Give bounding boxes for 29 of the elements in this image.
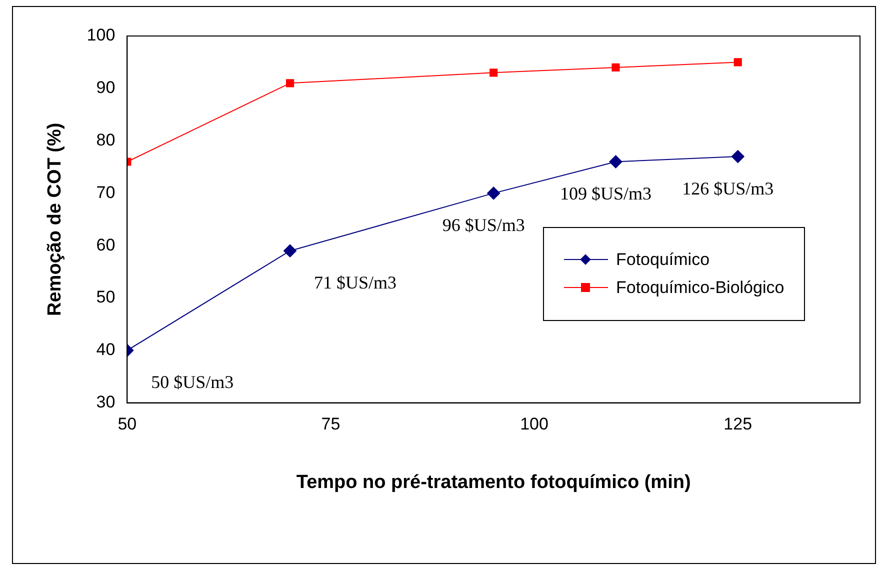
y-tick-label: 50 (96, 288, 116, 307)
y-tick-label: 90 (96, 78, 116, 98)
x-tick-label: 125 (724, 414, 752, 434)
y-tick-label: 30 (96, 392, 116, 412)
point (731, 150, 744, 164)
annotation: 71 $US/m3 (314, 272, 397, 293)
point (612, 63, 620, 72)
x-tick-label: 50 (118, 414, 137, 434)
legend-label: Fotoquímico (616, 250, 710, 270)
y-tick-label: 40 (96, 340, 116, 360)
point (609, 155, 622, 168)
point (286, 79, 294, 88)
y-tick-label: 60 (96, 235, 116, 254)
point (284, 244, 297, 258)
point (487, 186, 500, 200)
annotation: 126 $US/m3 (682, 178, 774, 198)
x-tick-label: 75 (321, 414, 340, 434)
x-tick-label: 100 (520, 414, 548, 434)
y-tick-label: 80 (96, 130, 116, 150)
annotation: 50 $US/m3 (151, 372, 234, 392)
y-axis-title: Remoção de COT (%) (44, 122, 66, 316)
point (734, 58, 742, 66)
y-tick-label: 70 (96, 182, 116, 202)
annotation: 109 $US/m3 (560, 183, 652, 204)
x-axis-title: Tempo no pré-tratamento fotoquímico (min) (296, 472, 691, 493)
y-tick-label: 100 (86, 26, 116, 45)
annotation: 96 $US/m3 (442, 214, 525, 235)
legend-label: Fotoquímico-Biológico (616, 278, 784, 298)
point (490, 68, 498, 77)
